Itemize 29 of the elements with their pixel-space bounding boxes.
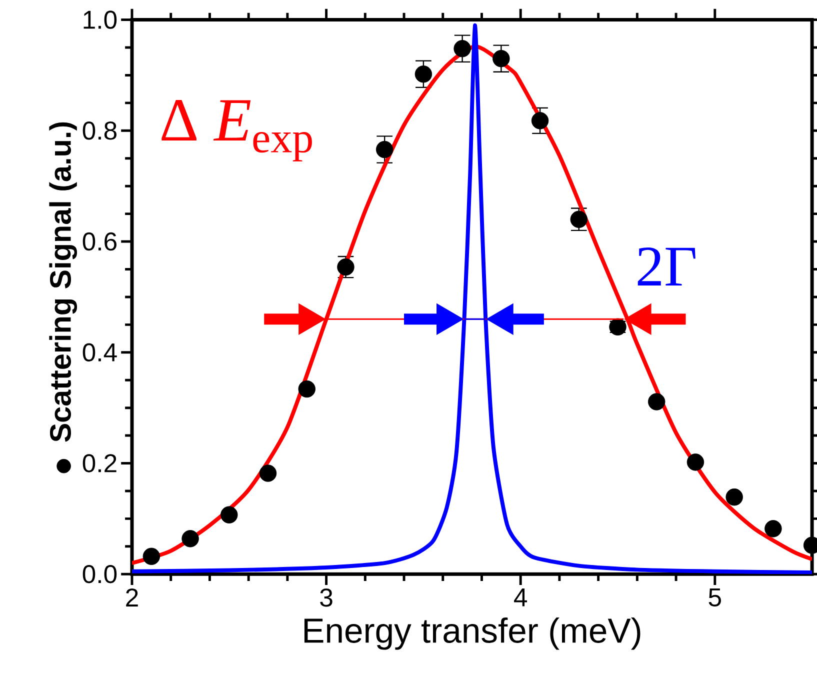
point bbox=[570, 210, 588, 228]
y-tick-label: 1.0 bbox=[84, 10, 117, 29]
point bbox=[454, 40, 471, 58]
y-tick-label: 0.2 bbox=[82, 454, 116, 472]
y-tick-label: 0.0 bbox=[82, 565, 117, 584]
x-tick-label: 4 bbox=[514, 588, 528, 606]
annotation: Δ E$_{exp}$ bbox=[162, 100, 312, 162]
y-tick-label: 0.4 bbox=[82, 343, 117, 362]
y-tick-label: 0.6 bbox=[82, 232, 116, 251]
point bbox=[726, 488, 743, 506]
y-tick-label: 0.8 bbox=[82, 122, 116, 140]
point bbox=[182, 530, 199, 548]
point bbox=[764, 520, 782, 538]
point bbox=[648, 393, 666, 410]
point bbox=[142, 548, 160, 566]
x-tick-label: 5 bbox=[708, 588, 721, 606]
point bbox=[220, 506, 238, 524]
point bbox=[376, 140, 394, 158]
point bbox=[298, 380, 316, 398]
point bbox=[531, 112, 549, 130]
annotation: 2Γ bbox=[638, 248, 696, 286]
point bbox=[492, 50, 510, 68]
x-tick-label: 3 bbox=[320, 588, 332, 607]
x-tick-label: 2 bbox=[126, 588, 138, 607]
point bbox=[259, 464, 277, 482]
point bbox=[414, 66, 432, 83]
x-axis-title: Energy transfer (meV) bbox=[304, 618, 640, 650]
point bbox=[686, 454, 704, 471]
y-axis-title: Scattering Signal (a.u.) bbox=[49, 122, 78, 442]
